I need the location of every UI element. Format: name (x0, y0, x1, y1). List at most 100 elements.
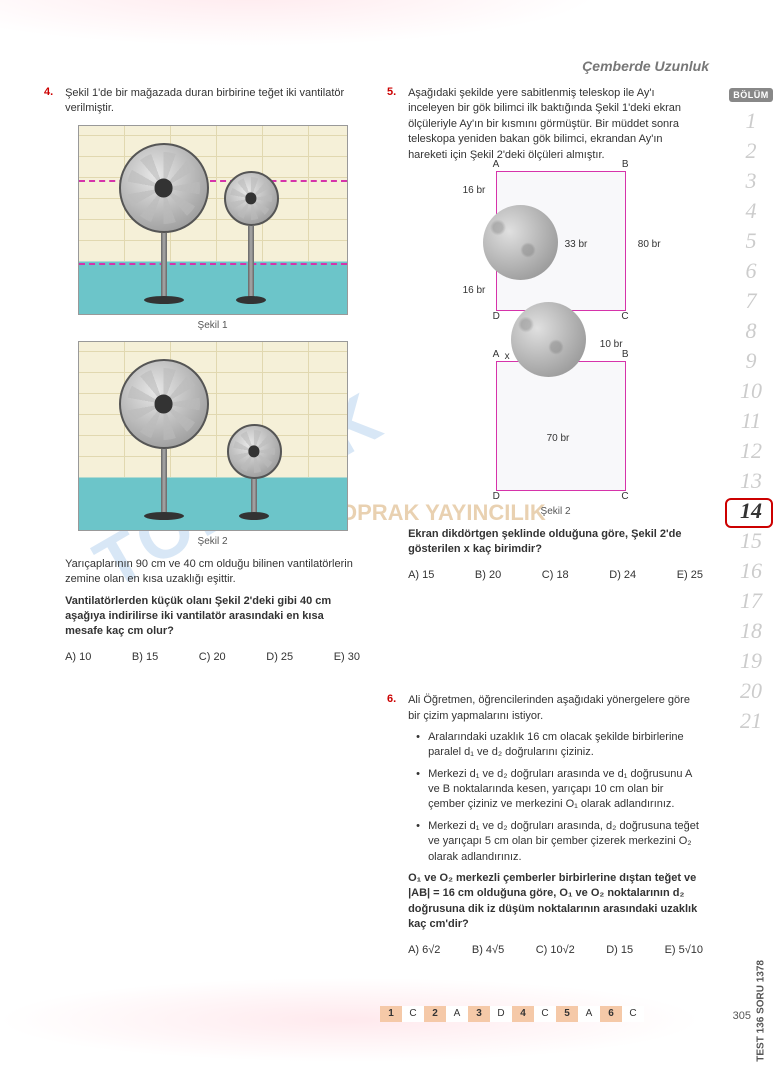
q4-choices: A) 10 B) 15 C) 20 D) 25 E) 30 (65, 650, 360, 665)
q6-bold: O₁ ve O₂ merkezli çemberler birbirlerine… (408, 871, 703, 933)
q4-choice-b[interactable]: B) 15 (132, 650, 158, 665)
dim-33: 33 br (565, 238, 588, 252)
chapter-19[interactable]: 19 (729, 646, 773, 676)
q4-choice-e[interactable]: E) 30 (334, 650, 360, 665)
question-6: 6. Ali Öğretmen, öğrencilerinden aşağıda… (387, 693, 704, 958)
answer-num-3: 3 (468, 1006, 490, 1022)
left-column: 4. Şekil 1'de bir mağazada duran birbiri… (44, 86, 361, 986)
q5-choice-a[interactable]: A) 15 (408, 568, 434, 583)
fan-large-2 (119, 359, 209, 520)
q4-figure1: Şekil 1 (65, 125, 360, 333)
answer-num-1: 1 (380, 1006, 402, 1022)
chapter-5[interactable]: 5 (729, 226, 773, 256)
corner-A: A (493, 158, 500, 172)
q5-bold: Ekran dikdörtgen şeklinde olduğuna göre,… (408, 527, 703, 558)
chapter-10[interactable]: 10 (729, 376, 773, 406)
q6-choice-d[interactable]: D) 15 (606, 943, 633, 958)
q5-figure2: A B C D x 10 br 70 br Şekil 2 (408, 361, 703, 519)
q6-number: 6. (387, 693, 405, 705)
dim-70: 70 br (547, 432, 570, 446)
answer-let-1: C (402, 1006, 424, 1022)
corner-B: B (622, 158, 629, 172)
chapter-8[interactable]: 8 (729, 316, 773, 346)
answer-let-2: A (446, 1006, 468, 1022)
q5-fig2-label: Şekil 2 (408, 505, 703, 519)
q5-choice-e[interactable]: E) 25 (677, 568, 703, 583)
chapter-6[interactable]: 6 (729, 256, 773, 286)
fan-small-2 (227, 359, 282, 520)
answer-num-6: 6 (600, 1006, 622, 1022)
dim-x: x (505, 350, 510, 364)
chapter-14[interactable]: 14 (729, 496, 773, 526)
chapter-12[interactable]: 12 (729, 436, 773, 466)
answer-num-5: 5 (556, 1006, 578, 1022)
q4-text: Şekil 1'de bir mağazada duran birbirine … (65, 86, 360, 117)
q4-body: Şekil 1'de bir mağazada duran birbirine … (65, 86, 360, 665)
answer-let-4: C (534, 1006, 556, 1022)
dim-16b: 16 br (463, 284, 486, 298)
q6-b1: Aralarındaki uzaklık 16 cm olacak şekild… (420, 730, 703, 761)
chapter-3[interactable]: 3 (729, 166, 773, 196)
q6-body: Ali Öğretmen, öğrencilerinden aşağıdaki … (408, 693, 703, 958)
chapter-13[interactable]: 13 (729, 466, 773, 496)
right-column: 5. Aşağıdaki şekilde yere sabitlenmiş te… (387, 86, 704, 986)
corner-C: C (621, 310, 628, 324)
q6-b2: Merkezi d₁ ve d₂ doğruları arasında ve d… (420, 767, 703, 813)
bg-decor-top (0, 0, 779, 90)
corner-D: D (493, 310, 500, 324)
q4-fig2-label: Şekil 2 (65, 535, 360, 549)
page-number: 305 (733, 1010, 751, 1022)
chapter-20[interactable]: 20 (729, 676, 773, 706)
q6-bullets: Aralarındaki uzaklık 16 cm olacak şekild… (408, 730, 703, 865)
dim-80: 80 br (638, 238, 661, 252)
q5-text: Aşağıdaki şekilde yere sabitlenmiş teles… (408, 86, 703, 163)
corner-B2: B (622, 348, 629, 362)
chapter-4[interactable]: 4 (729, 196, 773, 226)
chapter-21[interactable]: 21 (729, 706, 773, 736)
chapter-17[interactable]: 17 (729, 586, 773, 616)
answer-let-5: A (578, 1006, 600, 1022)
q4-choice-a[interactable]: A) 10 (65, 650, 91, 665)
answer-let-6: C (622, 1006, 644, 1022)
chapter-1[interactable]: 1 (729, 106, 773, 136)
chapter-sidebar: BÖLÜM 123456789101112131415161718192021 (729, 88, 773, 736)
answer-key-row: 1C2A3D4C5A6C (380, 1006, 644, 1022)
q4-choice-d[interactable]: D) 25 (266, 650, 293, 665)
q6-choice-a[interactable]: A) 6√2 (408, 943, 440, 958)
q6-choice-b[interactable]: B) 4√5 (472, 943, 504, 958)
q4-bold: Vantilatörlerden küçük olanı Şekil 2'dek… (65, 594, 360, 640)
chapter-15[interactable]: 15 (729, 526, 773, 556)
chapter-18[interactable]: 18 (729, 616, 773, 646)
test-info-label: TEST 136 SORU 1378 (756, 960, 767, 1062)
moon-2 (511, 302, 586, 377)
chapter-16[interactable]: 16 (729, 556, 773, 586)
q6-choice-c[interactable]: C) 10√2 (536, 943, 575, 958)
q4-choice-c[interactable]: C) 20 (199, 650, 226, 665)
q5-choice-d[interactable]: D) 24 (609, 568, 636, 583)
q4-number: 4. (44, 86, 62, 98)
telescope-fig2: A B C D x 10 br 70 br (476, 361, 636, 491)
fan-scene-1 (78, 125, 348, 315)
q6-choices: A) 6√2 B) 4√5 C) 10√2 D) 15 E) 5√10 (408, 943, 703, 958)
answer-num-4: 4 (512, 1006, 534, 1022)
answer-let-3: D (490, 1006, 512, 1022)
corner-C2: C (621, 490, 628, 504)
question-5: 5. Aşağıdaki şekilde yere sabitlenmiş te… (387, 86, 704, 583)
q6-text: Ali Öğretmen, öğrencilerinden aşağıdaki … (408, 693, 703, 724)
q5-choice-c[interactable]: C) 18 (542, 568, 569, 583)
q6-choice-e[interactable]: E) 5√10 (665, 943, 703, 958)
content-area: 4. Şekil 1'de bir mağazada duran birbiri… (44, 86, 704, 986)
chapter-11[interactable]: 11 (729, 406, 773, 436)
chapter-2[interactable]: 2 (729, 136, 773, 166)
corner-A2: A (493, 348, 500, 362)
chapter-7[interactable]: 7 (729, 286, 773, 316)
q5-body: Aşağıdaki şekilde yere sabitlenmiş teles… (408, 86, 703, 583)
q5-choice-b[interactable]: B) 20 (475, 568, 501, 583)
q5-number: 5. (387, 86, 405, 98)
fan-large-1 (119, 143, 209, 304)
corner-D2: D (493, 490, 500, 504)
dim-16a: 16 br (463, 184, 486, 198)
q4-figure2: Şekil 2 (65, 341, 360, 549)
fan-small-1 (224, 143, 279, 304)
chapter-9[interactable]: 9 (729, 346, 773, 376)
